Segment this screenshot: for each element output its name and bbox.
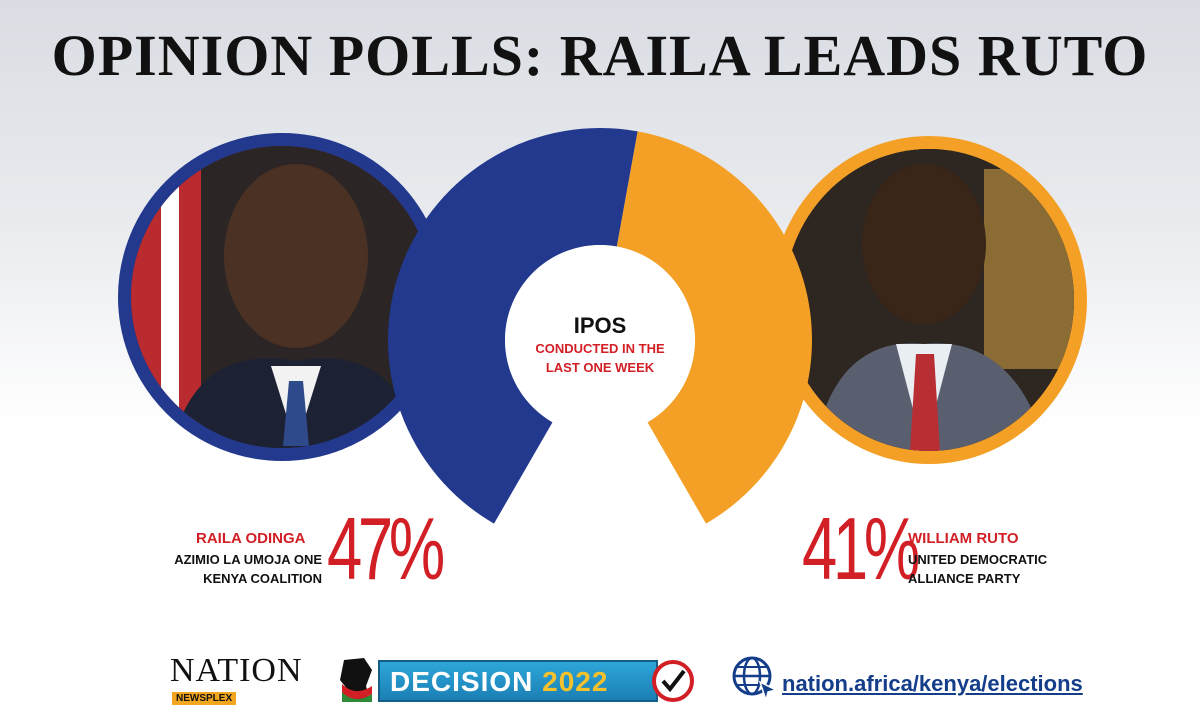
ruto-figure bbox=[784, 149, 1074, 451]
nation-logo: NATION bbox=[170, 652, 303, 689]
check-icon bbox=[652, 660, 694, 702]
center-label: IPOS CONDUCTED IN THE LAST ONE WEEK bbox=[520, 313, 680, 377]
donut-slice-1 bbox=[387, 127, 638, 524]
donut-center bbox=[505, 245, 695, 435]
kenya-map-icon bbox=[340, 658, 372, 702]
decision-year: 2022 bbox=[542, 666, 609, 697]
page-title: OPINION POLLS: RAILA LEADS RUTO bbox=[51, 23, 1149, 88]
raila-name: RAILA ODINGA bbox=[196, 530, 306, 547]
newsplex-badge: NEWSPLEX bbox=[172, 692, 237, 705]
decision-banner: DECISION 2022 bbox=[378, 660, 658, 702]
ruto-party-line1: UNITED DEMOCRATIC bbox=[908, 552, 1048, 567]
pollster-label: IPOS bbox=[573, 313, 627, 338]
raila-party-line1: AZIMIO LA UMOJA ONE bbox=[174, 552, 322, 567]
globe-cursor-icon bbox=[732, 656, 778, 702]
raila-party-line2: KENYA COALITION bbox=[203, 571, 322, 586]
decision-label: DECISION bbox=[390, 666, 534, 697]
conducted-label-line1: CONDUCTED IN THE bbox=[535, 341, 665, 356]
elections-url-link[interactable]: nation.africa/kenya/elections bbox=[782, 671, 1083, 696]
ruto-percent: 41% bbox=[802, 499, 920, 598]
ruto-name: WILLIAM RUTO bbox=[908, 530, 1019, 547]
raila-percent: 47% bbox=[327, 499, 445, 598]
conducted-label-line2: LAST ONE WEEK bbox=[545, 360, 655, 375]
donut-slice-2 bbox=[616, 131, 812, 524]
ruto-portrait bbox=[784, 149, 1074, 451]
ruto-party-line2: ALLIANCE PARTY bbox=[908, 571, 1021, 586]
